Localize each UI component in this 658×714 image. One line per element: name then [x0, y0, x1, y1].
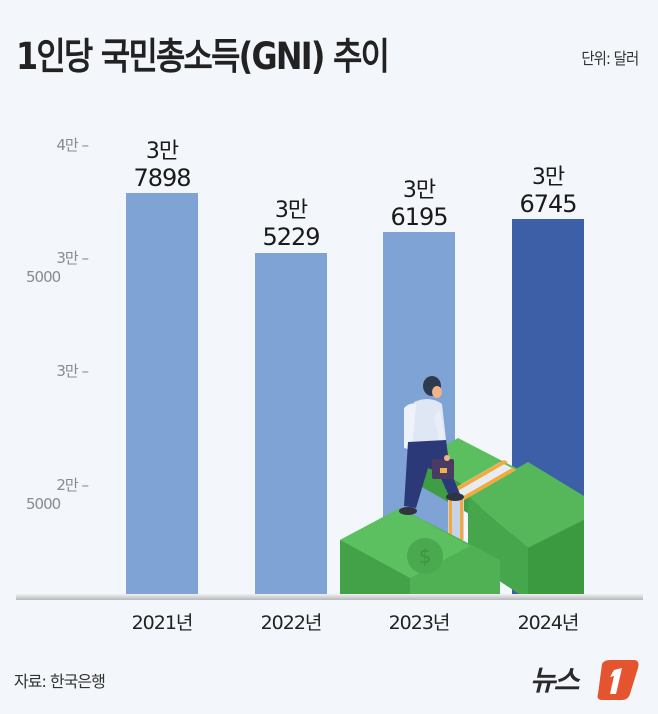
value-man: 3만: [531, 165, 565, 190]
y-tick-40000: 4만 –: [0, 135, 89, 155]
value-rest: 7898: [133, 164, 191, 192]
bar-2023: [383, 232, 455, 597]
value-rest: 6195: [390, 203, 448, 231]
bar-2024: [512, 219, 584, 597]
y-tick-25000: 2만 – 5000: [0, 475, 89, 513]
y-tick-label: 4만 –: [56, 136, 89, 154]
value-rest: 5229: [262, 223, 320, 251]
svg-text:뉴스: 뉴스: [530, 664, 581, 697]
x-label-2024: 2024년: [517, 612, 580, 634]
bar-value-label-2021: 3만 7898: [107, 137, 217, 192]
page-title: 1인당 국민총소득(GNI) 추이: [16, 35, 390, 78]
bar-2022: [255, 253, 327, 597]
value-man: 3만: [402, 178, 436, 203]
y-tick-label-sub: 5000: [26, 268, 61, 286]
y-tick-label: 3만 –: [56, 362, 89, 380]
x-label-2021: 2021년: [131, 612, 194, 634]
value-rest: 6745: [519, 190, 577, 218]
value-man: 3만: [274, 198, 308, 223]
y-tick-label: 2만 –: [56, 476, 89, 494]
x-label-2023: 2023년: [388, 612, 451, 634]
y-tick-label: 3만 –: [56, 249, 89, 267]
y-tick-35000: 3만 – 5000: [0, 248, 89, 286]
source-label: 자료: 한국은행: [14, 672, 106, 691]
y-tick-30000: 3만 –: [0, 361, 89, 381]
bar-value-label-2024: 3만 6745: [493, 163, 603, 218]
unit-label: 단위: 달러: [580, 49, 639, 68]
bar-value-label-2022: 3만 5229: [236, 196, 346, 251]
bar-value-label-2023: 3만 6195: [364, 176, 474, 231]
news1-logo-icon: 뉴스: [530, 660, 639, 700]
value-man: 3만: [145, 139, 179, 164]
bar-2021: [126, 193, 198, 597]
y-tick-label-sub: 5000: [26, 495, 61, 513]
x-label-2022: 2022년: [260, 612, 323, 634]
x-axis-baseline: [16, 594, 643, 600]
news1-logo: 뉴스: [530, 656, 642, 702]
